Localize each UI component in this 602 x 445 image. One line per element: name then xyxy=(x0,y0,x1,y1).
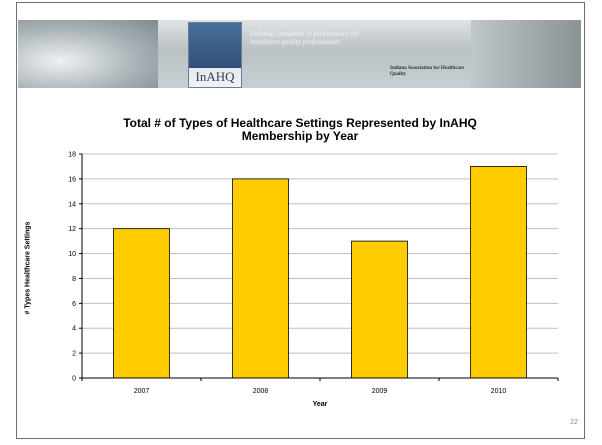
chart-title-line-2: Membership by Year xyxy=(241,129,359,143)
y-tick-label: 14 xyxy=(68,201,76,208)
header-banner: InAHQ Defining Standards of performance … xyxy=(18,20,581,88)
x-axis-label: Year xyxy=(312,401,328,408)
x-tick-label: 2008 xyxy=(253,388,269,395)
y-tick-label: 18 xyxy=(68,152,76,159)
y-tick-label: 4 xyxy=(72,326,76,333)
statue-image xyxy=(471,20,581,88)
banner-tagline: Defining Standards of performance for he… xyxy=(250,30,360,46)
bar-2007 xyxy=(113,228,170,379)
logo-text: InAHQ xyxy=(195,69,235,84)
y-tick-label: 2 xyxy=(72,351,76,358)
x-tick-label: 2009 xyxy=(372,388,388,395)
x-tick-label: 2010 xyxy=(491,388,507,395)
y-tick-label: 12 xyxy=(68,226,76,233)
inahq-logo: InAHQ xyxy=(188,22,242,88)
chart-title: Total # of Types of Healthcare Settings … xyxy=(60,117,540,143)
y-tick-label: 8 xyxy=(72,276,76,283)
y-tick-label: 6 xyxy=(72,301,76,308)
caduceus-image xyxy=(18,20,158,88)
y-tick-label: 10 xyxy=(68,251,76,258)
bar-2010 xyxy=(470,166,527,379)
slide-number: 22 xyxy=(570,419,578,426)
chart-title-line-1: Total # of Types of Healthcare Settings … xyxy=(123,116,477,130)
y-tick-label: 16 xyxy=(68,176,76,183)
bar-2008 xyxy=(232,178,289,379)
bar-2009 xyxy=(351,240,408,379)
y-tick-label: 0 xyxy=(72,376,76,383)
x-tick-label: 2007 xyxy=(134,388,150,395)
association-name: Indiana Association for Healthcare Quali… xyxy=(390,66,465,77)
